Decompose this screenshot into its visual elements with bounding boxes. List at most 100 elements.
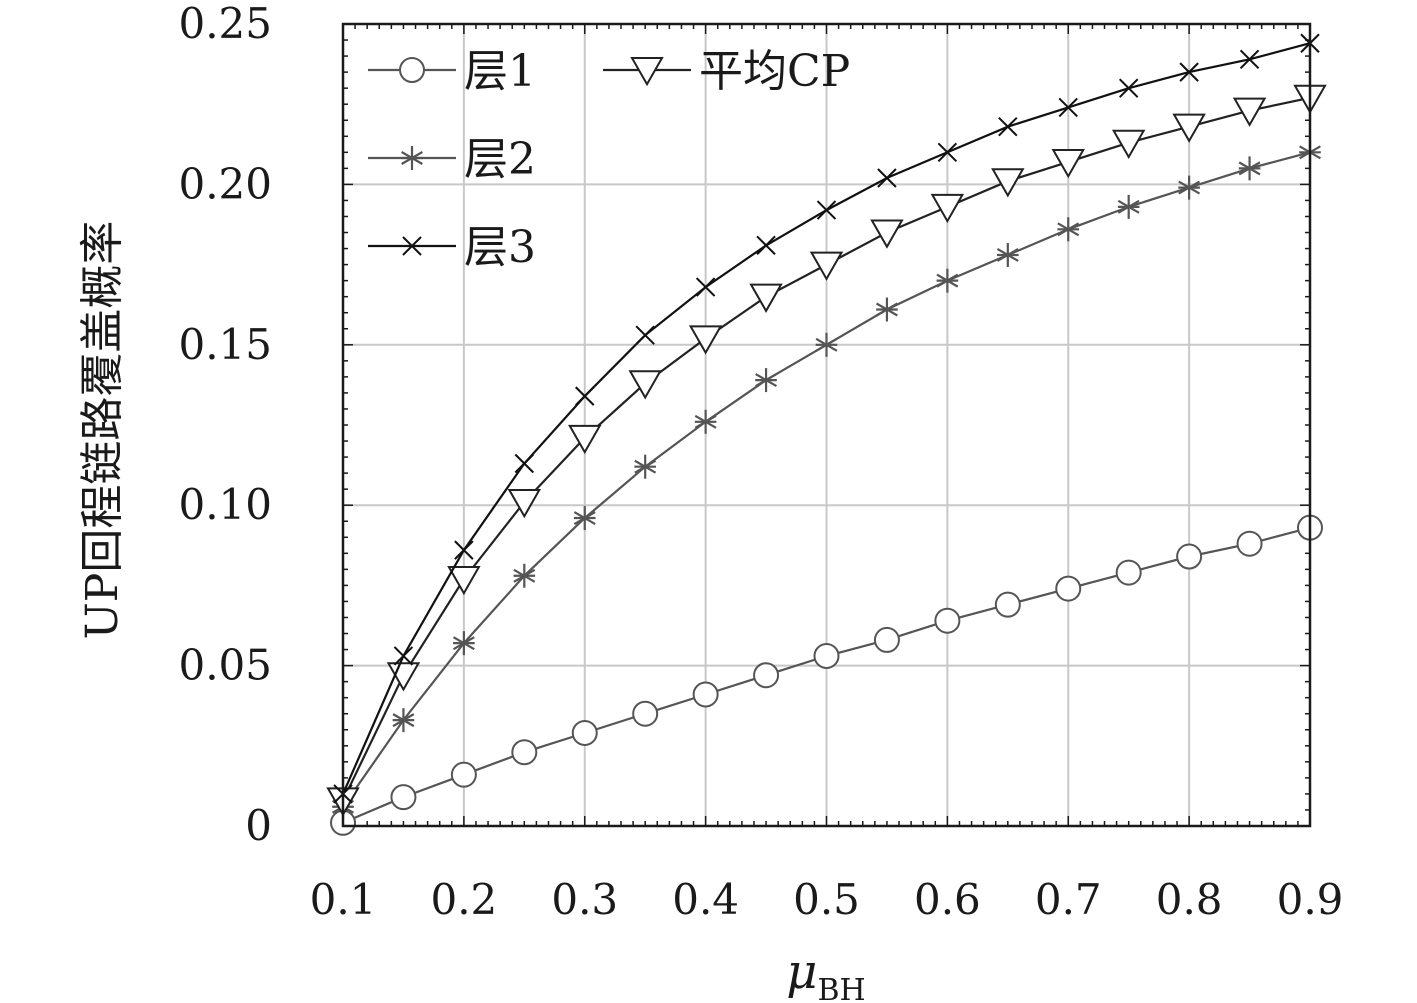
series-0-point-8 bbox=[813, 642, 840, 669]
series-2-point-13 bbox=[1118, 78, 1139, 98]
series-2-point-14 bbox=[1179, 62, 1199, 82]
series-0-point-7 bbox=[753, 662, 780, 689]
series-3-point-6 bbox=[688, 325, 723, 355]
series-3-point-10 bbox=[930, 193, 965, 224]
x-axis-label: μBH bbox=[786, 944, 865, 1003]
x-tick-labels: 0.1 0.2 0.3 0.4 0.5 0.6 0.7 0.8 0.9 bbox=[310, 875, 1344, 924]
series-2-point-15 bbox=[1239, 49, 1260, 69]
x-tick-label-7: 0.8 bbox=[1156, 875, 1223, 924]
series-3-point-14 bbox=[1172, 113, 1206, 143]
series-0-point-6 bbox=[692, 681, 719, 708]
series-1-point-1 bbox=[392, 708, 415, 733]
series-0-point-9 bbox=[873, 626, 900, 653]
series-3-point-3 bbox=[507, 488, 542, 519]
y-tick-label-5: 0.25 bbox=[178, 0, 272, 48]
series-1-point-3 bbox=[513, 563, 536, 588]
legend-marker-0 bbox=[399, 57, 425, 83]
plot-frame bbox=[341, 22, 1312, 828]
series-3-point-7 bbox=[749, 283, 783, 313]
series-3-point-11 bbox=[991, 168, 1025, 198]
series-2-point-3 bbox=[514, 453, 535, 474]
y-tick-labels: 0 0.05 0.10 0.15 0.20 0.25 bbox=[178, 0, 272, 850]
series-layer bbox=[326, 33, 1327, 836]
x-tick-label-6: 0.7 bbox=[1035, 875, 1102, 924]
series-1-point-11 bbox=[996, 242, 1019, 267]
series-3-point-4 bbox=[568, 424, 602, 455]
series-0-point-5 bbox=[632, 700, 659, 727]
legend-marker-2 bbox=[402, 236, 422, 256]
y-axis-label: UP回程链路覆盖概率 bbox=[77, 221, 128, 640]
series-1-point-14 bbox=[1178, 175, 1201, 200]
x-tick-label-5: 0.6 bbox=[914, 875, 981, 924]
series-3-point-13 bbox=[1111, 129, 1146, 159]
series-3-point-8 bbox=[809, 251, 844, 281]
series-2-point-11 bbox=[998, 116, 1018, 137]
legend-entry-2: 层3 bbox=[368, 222, 536, 273]
series-2-point-7 bbox=[756, 235, 776, 256]
y-tick-label-4: 0.20 bbox=[178, 159, 272, 208]
series-0-point-10 bbox=[934, 607, 961, 634]
y-tick-label-3: 0.15 bbox=[178, 320, 272, 369]
series-0-point-11 bbox=[994, 591, 1021, 618]
series-2-point-4 bbox=[575, 386, 595, 406]
series-0-point-2 bbox=[450, 761, 477, 788]
series-3-point-15 bbox=[1232, 97, 1267, 127]
series-1-point-9 bbox=[875, 297, 898, 322]
legend-marker-1 bbox=[401, 146, 423, 170]
y-tick-label-2: 0.10 bbox=[178, 480, 272, 529]
series-0-point-13 bbox=[1115, 559, 1142, 586]
series-1-point-13 bbox=[1117, 194, 1140, 219]
series-1-point-12 bbox=[1057, 217, 1080, 242]
series-2-point-10 bbox=[937, 142, 958, 163]
series-1-point-4 bbox=[573, 506, 596, 531]
x-axis-label-sub: BH bbox=[817, 973, 865, 1003]
series-3-point-1 bbox=[386, 662, 421, 692]
x-tick-label-3: 0.4 bbox=[672, 875, 739, 924]
y-tick-label-1: 0.05 bbox=[178, 641, 272, 690]
series-2-point-9 bbox=[877, 168, 897, 188]
x-tick-label-4: 0.5 bbox=[793, 875, 860, 924]
series-3-point-5 bbox=[628, 370, 662, 400]
legend-label-3: 平均CP bbox=[699, 46, 850, 97]
series-0-point-15 bbox=[1236, 530, 1263, 557]
series-0 bbox=[330, 514, 1323, 836]
series-2-point-5 bbox=[635, 325, 655, 345]
legend-label-1: 层2 bbox=[464, 134, 536, 185]
x-tick-label-2: 0.3 bbox=[551, 875, 618, 924]
series-1-point-7 bbox=[755, 368, 778, 393]
legend-entry-1: 层2 bbox=[368, 134, 536, 185]
series-2-point-2 bbox=[454, 540, 474, 560]
series-0-point-4 bbox=[571, 719, 598, 746]
series-1-point-2 bbox=[452, 631, 475, 656]
series-2-point-8 bbox=[816, 200, 837, 220]
series-0-point-12 bbox=[1055, 575, 1082, 602]
series-2-point-1 bbox=[393, 646, 414, 666]
series-2-point-12 bbox=[1058, 97, 1078, 118]
series-1 bbox=[332, 140, 1321, 819]
x-tick-label-8: 0.9 bbox=[1277, 875, 1344, 924]
legend-label-0: 层1 bbox=[464, 46, 536, 97]
y-tick-label-0: 0 bbox=[245, 801, 272, 850]
x-tick-label-0: 0.1 bbox=[310, 875, 377, 924]
series-1-point-15 bbox=[1238, 156, 1261, 181]
legend-marker-3 bbox=[630, 57, 664, 87]
legend-entry-0: 层1 bbox=[368, 46, 536, 97]
series-1-point-8 bbox=[815, 332, 838, 357]
series-1-point-5 bbox=[634, 454, 657, 479]
x-tick-label-1: 0.2 bbox=[430, 875, 497, 924]
series-3-point-9 bbox=[870, 219, 904, 249]
series-1-point-10 bbox=[936, 268, 959, 293]
legend: 层1 层2 层3 平均CP bbox=[368, 46, 850, 273]
series-2-point-6 bbox=[695, 277, 716, 297]
series-0-point-3 bbox=[511, 739, 538, 766]
series-3-point-12 bbox=[1051, 148, 1085, 179]
series-2 bbox=[333, 33, 1320, 804]
series-1-point-6 bbox=[694, 409, 717, 434]
series-0-point-14 bbox=[1176, 543, 1203, 570]
x-axis-label-main: μ bbox=[786, 944, 817, 1000]
series-3-point-2 bbox=[447, 565, 481, 596]
legend-label-2: 层3 bbox=[464, 222, 536, 273]
series-0-point-1 bbox=[390, 784, 417, 811]
legend-entry-3: 平均CP bbox=[603, 46, 850, 97]
